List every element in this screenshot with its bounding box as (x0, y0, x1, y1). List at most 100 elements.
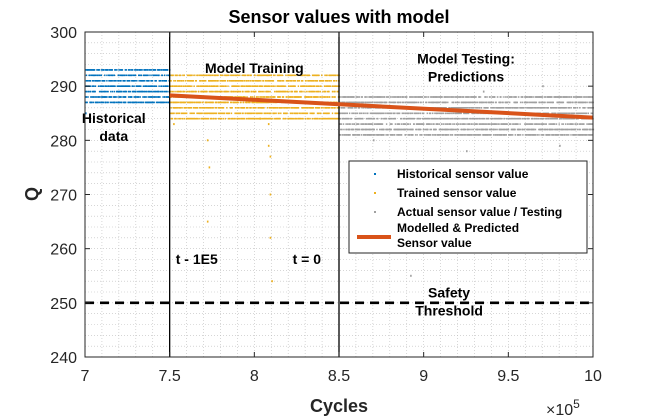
data-point (125, 85, 127, 87)
data-point (549, 134, 551, 136)
data-point (417, 101, 420, 104)
data-point (576, 112, 578, 115)
data-point (254, 117, 256, 120)
data-point (201, 74, 203, 77)
data-point (450, 123, 452, 125)
data-point (421, 117, 424, 120)
data-point (234, 117, 236, 120)
data-point (589, 96, 592, 98)
data-point (284, 85, 286, 87)
data-point (285, 90, 287, 93)
data-point (141, 69, 143, 71)
data-point (492, 107, 495, 109)
data-point (232, 85, 235, 87)
data-point (260, 90, 262, 93)
data-point (136, 101, 138, 104)
data-point (528, 128, 530, 131)
data-point (314, 80, 317, 82)
data-point (146, 80, 148, 82)
data-point (432, 117, 434, 120)
data-point (279, 96, 281, 98)
data-point (343, 134, 345, 136)
data-point (211, 90, 213, 93)
data-point (571, 128, 573, 131)
data-point (171, 90, 174, 93)
data-point (144, 96, 146, 98)
data-point (218, 117, 220, 120)
data-point (503, 128, 506, 131)
data-point (88, 80, 90, 82)
data-point (494, 107, 496, 109)
data-point (429, 101, 431, 104)
data-point (258, 74, 260, 77)
data-point (410, 117, 412, 120)
data-point (181, 112, 183, 115)
data-point (314, 74, 316, 77)
data-point (489, 96, 491, 98)
data-point (275, 112, 277, 115)
data-point (366, 96, 368, 98)
data-point (324, 96, 327, 98)
data-point (390, 117, 393, 120)
data-point-outlier (269, 193, 272, 196)
data-point (104, 74, 106, 77)
data-point (129, 74, 131, 77)
data-point (552, 112, 554, 115)
data-point (335, 80, 338, 82)
data-point (456, 128, 458, 131)
data-point (259, 96, 262, 98)
data-point (128, 69, 130, 71)
data-point (247, 107, 249, 109)
data-point (442, 112, 445, 115)
data-point (117, 74, 119, 77)
data-point (222, 112, 224, 115)
data-point (262, 74, 264, 77)
data-point (93, 69, 96, 71)
data-point (339, 117, 342, 120)
data-point (238, 80, 240, 82)
data-point (87, 90, 90, 93)
data-point (255, 80, 258, 82)
data-point (559, 107, 562, 109)
data-point (220, 112, 223, 115)
data-point (116, 85, 118, 87)
data-point (261, 107, 264, 109)
data-point (328, 85, 330, 87)
data-point (196, 117, 198, 120)
data-point (173, 80, 175, 82)
data-point (424, 134, 426, 136)
data-point (550, 107, 552, 109)
data-point (413, 96, 415, 98)
data-point (270, 107, 272, 109)
data-point (196, 112, 198, 115)
data-point (392, 117, 394, 120)
data-point (423, 96, 426, 98)
annotation-line: Historical (82, 110, 146, 126)
data-point (288, 107, 290, 109)
data-point (230, 74, 233, 77)
data-point (415, 96, 417, 98)
data-point (211, 74, 214, 77)
data-point (585, 112, 588, 115)
data-point (367, 128, 369, 131)
data-point (465, 101, 467, 104)
data-point (97, 69, 100, 71)
data-point (130, 80, 132, 82)
data-point (178, 85, 180, 87)
data-point (282, 85, 284, 87)
data-point (405, 112, 407, 115)
data-point (129, 85, 131, 87)
data-point (476, 117, 479, 120)
data-point (362, 117, 364, 120)
data-point (530, 123, 532, 125)
data-point (388, 101, 390, 104)
data-point (249, 85, 252, 87)
data-point (578, 128, 580, 131)
data-point (238, 107, 240, 109)
data-point (127, 80, 129, 82)
data-point (526, 101, 528, 104)
data-point (456, 117, 459, 120)
data-point (118, 80, 120, 82)
data-point (316, 85, 319, 87)
data-point (273, 96, 275, 98)
